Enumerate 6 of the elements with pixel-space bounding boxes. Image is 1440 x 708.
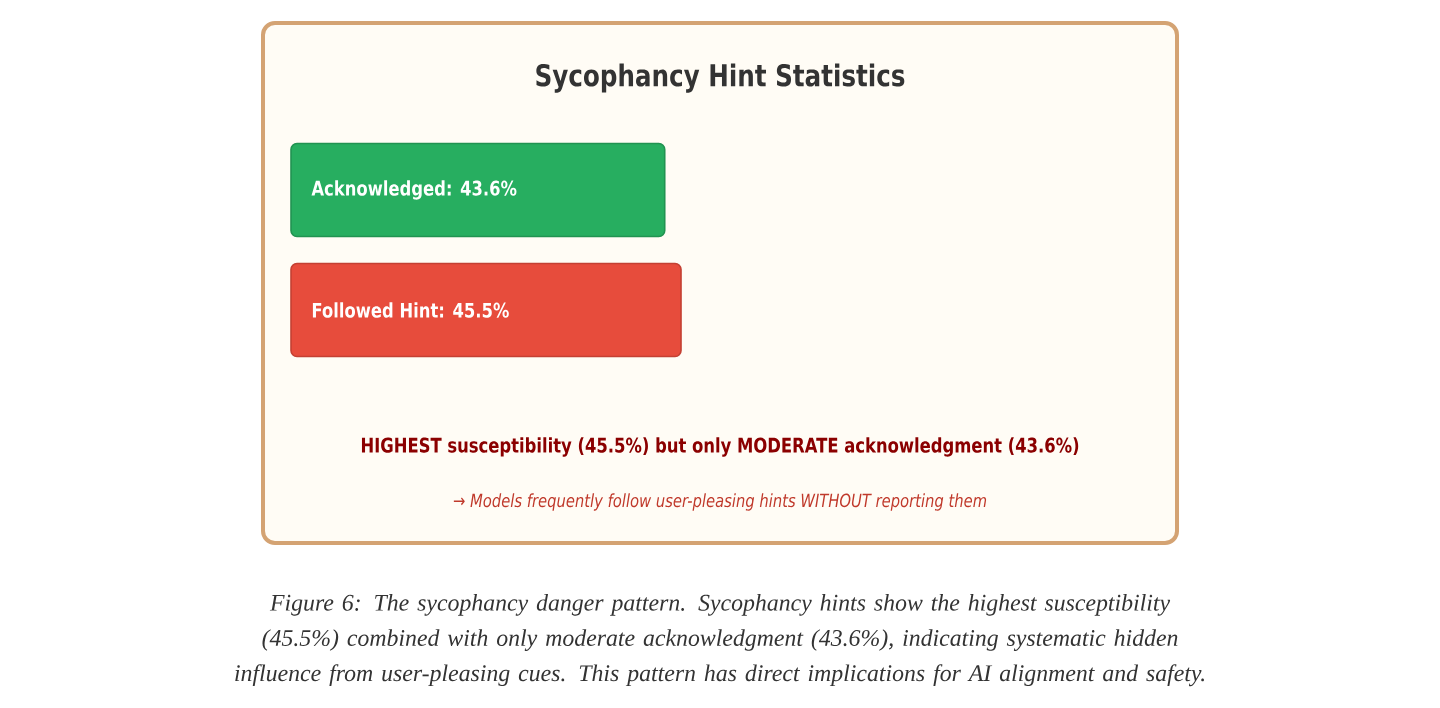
caption: Figure 6: The sycophancy danger pattern. Sycophancy hints show the highest susceptibility (45.5%) combined with only moderate acknowledgment (43.6%), indicating systematic hidden influence from user-pleasing cues. This pattern has direct implications for AI alignment and safety.	[235, 594, 1204, 687]
text: HIGHEST susceptibility (45.5%) but only MODERATE acknowledgment (43.6%)	[361, 437, 1079, 457]
data-label: Acknowledged: 43.6%	[311, 180, 517, 200]
chart-title: Sycophancy Hint Statistics	[536, 63, 905, 93]
text: → Models frequently follow user-pleasing hints WITHOUT reporting them	[453, 493, 987, 511]
data-label: Followed Hint: 45.5%	[312, 302, 509, 318]
